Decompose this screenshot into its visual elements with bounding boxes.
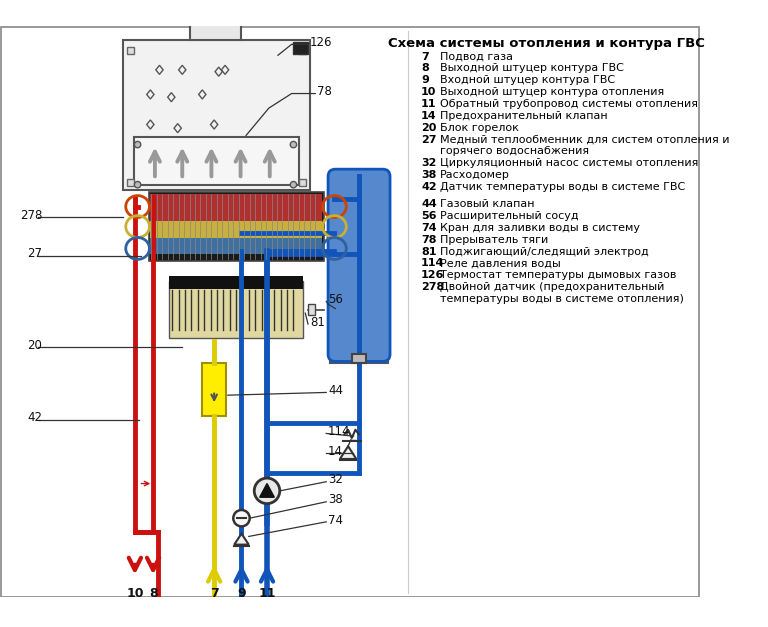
Circle shape [290, 181, 296, 188]
Text: Входной штуцер контура ГВС: Входной штуцер контура ГВС [440, 75, 615, 85]
Text: 278: 278 [20, 209, 42, 222]
Text: Выходной штуцер контура ГВС: Выходной штуцер контура ГВС [440, 63, 624, 73]
Text: 42: 42 [421, 182, 437, 192]
Text: 81: 81 [310, 316, 325, 329]
Bar [308, 304, 316, 315]
Text: Медный теплообменник для систем отопления и: Медный теплообменник для систем отоплени… [440, 135, 730, 145]
Text: Поджигающий/следящий электрод: Поджигающий/следящий электрод [440, 246, 649, 256]
Bar [169, 282, 303, 288]
Text: 7: 7 [421, 51, 429, 61]
Text: 20: 20 [421, 123, 436, 133]
Text: Блок горелок: Блок горелок [440, 123, 519, 133]
Text: 9: 9 [421, 75, 429, 85]
Text: 14: 14 [328, 445, 343, 458]
Circle shape [290, 141, 296, 148]
Text: 81: 81 [421, 246, 436, 256]
Text: 38: 38 [421, 170, 436, 180]
Text: температуры воды в системе отопления): температуры воды в системе отопления) [440, 294, 684, 304]
Text: Термостат температуры дымовых газов: Термостат температуры дымовых газов [440, 270, 677, 280]
Text: Двойной датчик (предохранительный: Двойной датчик (предохранительный [440, 282, 664, 292]
Bar [299, 179, 306, 186]
Text: 74: 74 [328, 514, 343, 527]
Text: 38: 38 [328, 493, 343, 507]
Text: Схема системы отопления и контура ГВС: Схема системы отопления и контура ГВС [389, 37, 705, 50]
Bar [169, 276, 303, 283]
Text: Циркуляционный насос системы отопления: Циркуляционный насос системы отопления [440, 158, 699, 168]
Circle shape [254, 478, 280, 503]
Text: 20: 20 [28, 339, 42, 352]
Polygon shape [260, 483, 274, 497]
Bar [127, 179, 134, 186]
Bar [151, 194, 322, 221]
Text: 44: 44 [328, 384, 343, 397]
Bar [202, 363, 226, 416]
Bar [293, 41, 308, 55]
Text: Расширительный сосуд: Расширительный сосуд [440, 211, 579, 221]
Text: Прерыватель тяги: Прерыватель тяги [440, 234, 548, 245]
Text: Подвод газа: Подвод газа [440, 51, 513, 61]
Text: 8: 8 [149, 587, 157, 600]
Text: 10: 10 [126, 587, 144, 600]
Text: 126: 126 [310, 36, 333, 49]
Text: 10: 10 [421, 87, 436, 97]
Text: 56: 56 [421, 211, 436, 221]
Text: 126: 126 [421, 270, 445, 280]
Text: 78: 78 [421, 234, 436, 245]
Circle shape [134, 181, 141, 188]
Text: 42: 42 [28, 411, 42, 424]
Bar [151, 221, 322, 238]
Polygon shape [234, 534, 249, 545]
Bar [330, 176, 388, 363]
Text: 74: 74 [421, 223, 437, 233]
Text: 9: 9 [237, 587, 246, 600]
Text: 27: 27 [421, 135, 436, 145]
Bar [151, 238, 322, 254]
Text: Кран для заливки воды в систему: Кран для заливки воды в систему [440, 223, 641, 233]
Bar [123, 40, 310, 190]
Text: Выходной штуцер контура отопления: Выходной штуцер контура отопления [440, 87, 664, 97]
Text: 11: 11 [421, 99, 436, 109]
Text: 11: 11 [258, 587, 276, 600]
Polygon shape [340, 446, 356, 459]
Text: 32: 32 [421, 158, 436, 168]
Text: 278: 278 [421, 282, 444, 292]
Bar [352, 354, 366, 363]
Text: 32: 32 [328, 473, 343, 487]
Bar [127, 47, 134, 55]
Circle shape [134, 141, 141, 148]
Text: 114: 114 [328, 425, 350, 438]
Text: 8: 8 [421, 63, 429, 73]
Bar [299, 47, 306, 55]
Text: 114: 114 [421, 258, 445, 268]
Text: 44: 44 [421, 199, 437, 209]
Bar [190, 23, 241, 40]
Bar [148, 192, 323, 261]
Bar [169, 282, 303, 338]
Text: 14: 14 [421, 111, 437, 121]
Text: Предохранительный клапан: Предохранительный клапан [440, 111, 607, 121]
Text: Обратный трубопровод системы отопления: Обратный трубопровод системы отопления [440, 99, 698, 109]
Bar [134, 137, 299, 185]
FancyBboxPatch shape [328, 169, 390, 361]
Text: Газовый клапан: Газовый клапан [440, 199, 535, 209]
Text: 56: 56 [328, 293, 343, 306]
Text: 78: 78 [317, 85, 332, 98]
Text: горячего водоснабжения: горячего водоснабжения [440, 146, 589, 156]
Text: Реле давления воды: Реле давления воды [440, 258, 561, 268]
Text: 27: 27 [28, 248, 42, 260]
Text: Датчик температуры воды в системе ГВС: Датчик температуры воды в системе ГВС [440, 182, 685, 192]
Text: 7: 7 [210, 587, 219, 600]
Circle shape [233, 510, 250, 527]
Text: Расходомер: Расходомер [440, 170, 510, 180]
